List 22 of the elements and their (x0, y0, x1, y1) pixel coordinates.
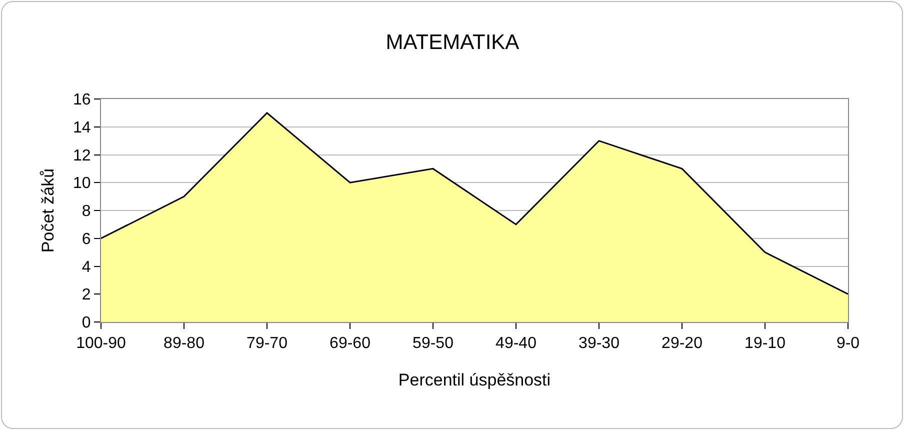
y-axis-title: Počet žáků (38, 168, 58, 253)
y-tick-label: 0 (82, 314, 91, 332)
x-tick-label: 69-60 (330, 335, 371, 352)
x-tick-label: 49-40 (496, 335, 537, 352)
x-tick-label: 89-80 (164, 335, 205, 352)
x-tick-label: 100-90 (76, 335, 126, 352)
x-tick-label: 29-20 (662, 335, 703, 352)
y-tick-label: 12 (73, 147, 91, 164)
y-tick-label: 6 (82, 230, 91, 248)
y-tick-label: 10 (73, 175, 91, 192)
x-tick-label: 59-50 (412, 335, 454, 352)
y-tick-label: 8 (82, 203, 91, 220)
x-tick-label: 19-10 (744, 335, 786, 352)
x-tick-label: 39-30 (578, 335, 620, 352)
chart-title: MATEMATIKA (386, 31, 520, 54)
y-tick-label: 14 (73, 119, 91, 136)
y-tick-label: 16 (73, 92, 91, 109)
x-tick-label: 79-70 (246, 335, 288, 352)
x-tick-label: 9-0 (836, 335, 860, 352)
y-tick-label: 4 (82, 258, 91, 276)
x-axis-title: Percentil úspěšnosti (398, 370, 551, 390)
y-tick-label: 2 (82, 286, 91, 304)
